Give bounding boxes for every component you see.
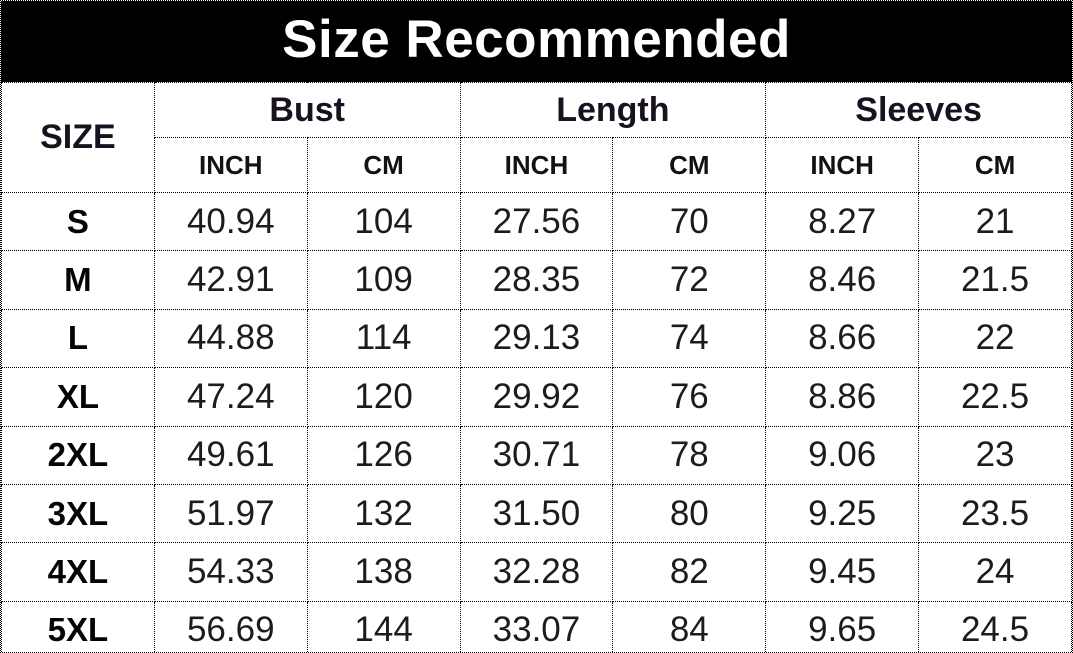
row-size-label: M (1, 250, 155, 310)
row-size-label: 2XL (1, 425, 155, 485)
cell-bust-cm: 132 (306, 483, 461, 544)
cell-sleeves-cm: 23.5 (918, 483, 1072, 544)
row-size-label: 5XL (1, 600, 155, 652)
group-header-length: Length (459, 82, 767, 138)
group-header-bust: Bust (153, 82, 461, 138)
cell-sleeves-inch: 9.25 (765, 483, 920, 544)
cell-length-cm: 72 (612, 250, 767, 310)
cell-bust-inch: 56.69 (153, 600, 308, 652)
table-row-m: M 42.91 109 28.35 72 8.46 21.5 (1, 250, 1072, 310)
table-row-5xl: 5XL 56.69 144 33.07 84 9.65 24.5 (1, 600, 1072, 652)
cell-bust-inch: 47.24 (153, 367, 308, 427)
row-size-label: XL (1, 367, 155, 427)
cell-bust-inch: 40.94 (153, 191, 308, 252)
group-header-row: SIZE Bust Length Sleeves (1, 82, 1072, 193)
cell-bust-inch: 49.61 (153, 425, 308, 485)
cell-sleeves-cm: 22 (918, 308, 1072, 369)
row-size-label: 4XL (1, 542, 155, 602)
cell-length-inch: 33.07 (459, 600, 614, 652)
cell-sleeves-inch: 9.65 (765, 600, 920, 652)
cell-length-inch: 27.56 (459, 191, 614, 252)
cell-bust-cm: 138 (306, 542, 461, 602)
cell-length-inch: 30.71 (459, 425, 614, 485)
unit-header-length-inch: INCH (459, 137, 614, 193)
table-row-3xl: 3XL 51.97 132 31.50 80 9.25 23.5 (1, 483, 1072, 544)
cell-sleeves-cm: 21 (918, 191, 1072, 252)
unit-header-bust-inch: INCH (153, 137, 308, 193)
cell-length-inch: 32.28 (459, 542, 614, 602)
table-row-xl: XL 47.24 120 29.92 76 8.86 22.5 (1, 367, 1072, 427)
unit-header-bust-cm: CM (306, 137, 461, 193)
cell-length-cm: 76 (612, 367, 767, 427)
cell-length-cm: 82 (612, 542, 767, 602)
page-title: Size Recommended (282, 10, 791, 69)
cell-length-cm: 74 (612, 308, 767, 369)
corner-header-size: SIZE (1, 82, 155, 193)
cell-length-cm: 84 (612, 600, 767, 652)
cell-bust-cm: 104 (306, 191, 461, 252)
group-header-sleeves: Sleeves (765, 82, 1072, 138)
row-size-label: L (1, 308, 155, 369)
cell-length-inch: 29.92 (459, 367, 614, 427)
cell-sleeves-inch: 9.45 (765, 542, 920, 602)
cell-bust-cm: 144 (306, 600, 461, 652)
cell-length-cm: 70 (612, 191, 767, 252)
cell-sleeves-cm: 22.5 (918, 367, 1072, 427)
cell-length-cm: 80 (612, 483, 767, 544)
cell-bust-cm: 114 (306, 308, 461, 369)
cell-sleeves-inch: 8.66 (765, 308, 920, 369)
cell-sleeves-inch: 8.46 (765, 250, 920, 310)
cell-sleeves-inch: 8.86 (765, 367, 920, 427)
cell-bust-inch: 54.33 (153, 542, 308, 602)
cell-bust-cm: 126 (306, 425, 461, 485)
cell-length-cm: 78 (612, 425, 767, 485)
title-banner: Size Recommended (1, 1, 1072, 82)
cell-bust-cm: 109 (306, 250, 461, 310)
row-size-label: S (1, 191, 155, 252)
unit-header-sleeves-inch: INCH (765, 137, 920, 193)
cell-length-inch: 29.13 (459, 308, 614, 369)
cell-bust-inch: 51.97 (153, 483, 308, 544)
cell-bust-inch: 42.91 (153, 250, 308, 310)
unit-header-sleeves-cm: CM (918, 137, 1072, 193)
unit-header-row: INCH CM INCH CM INCH CM (2, 137, 1072, 193)
row-size-label: 3XL (1, 483, 155, 544)
cell-sleeves-cm: 21.5 (918, 250, 1072, 310)
cell-bust-cm: 120 (306, 367, 461, 427)
cell-length-inch: 31.50 (459, 483, 614, 544)
cell-sleeves-cm: 23 (918, 425, 1072, 485)
unit-header-length-cm: CM (612, 137, 767, 193)
table-row-l: L 44.88 114 29.13 74 8.66 22 (1, 308, 1072, 369)
cell-sleeves-inch: 8.27 (765, 191, 920, 252)
cell-sleeves-inch: 9.06 (765, 425, 920, 485)
table-row-4xl: 4XL 54.33 138 32.28 82 9.45 24 (1, 542, 1072, 602)
cell-sleeves-cm: 24.5 (918, 600, 1072, 652)
table-row-s: S 40.94 104 27.56 70 8.27 21 (1, 191, 1072, 252)
cell-length-inch: 28.35 (459, 250, 614, 310)
table-row-2xl: 2XL 49.61 126 30.71 78 9.06 23 (1, 425, 1072, 485)
cell-bust-inch: 44.88 (153, 308, 308, 369)
cell-sleeves-cm: 24 (918, 542, 1072, 602)
size-table: SIZE Bust Length Sleeves INCH CM INCH CM… (1, 82, 1072, 652)
